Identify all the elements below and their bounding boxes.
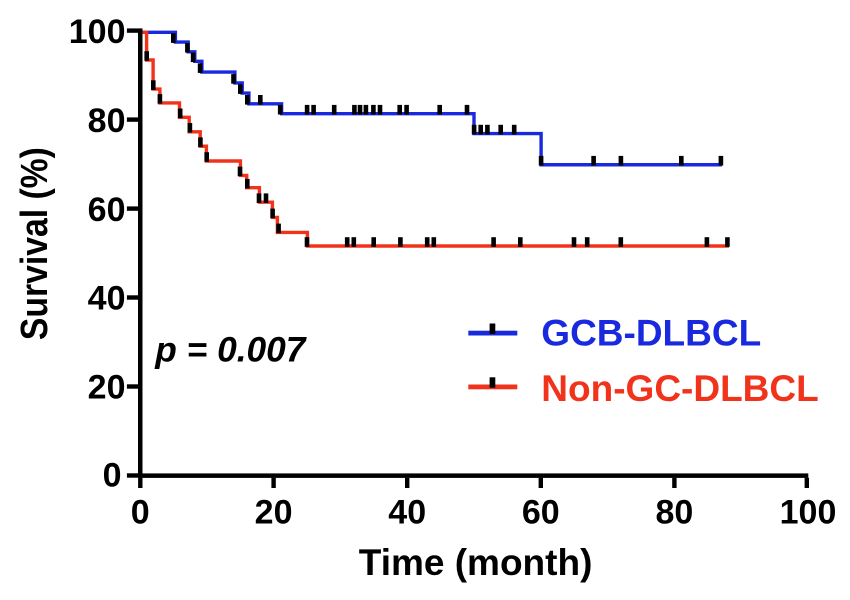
svg-text:0: 0 xyxy=(103,456,122,494)
svg-text:Survival (%): Survival (%) xyxy=(14,147,56,340)
svg-text:20: 20 xyxy=(88,369,126,407)
svg-text:p = 0.007: p = 0.007 xyxy=(154,330,307,369)
svg-text:0: 0 xyxy=(131,493,150,531)
svg-text:GCB-DLBCL: GCB-DLBCL xyxy=(541,313,761,354)
svg-text:Time (month): Time (month) xyxy=(359,542,593,583)
svg-text:60: 60 xyxy=(88,191,126,229)
svg-text:40: 40 xyxy=(88,280,126,318)
svg-text:80: 80 xyxy=(88,102,126,140)
svg-text:40: 40 xyxy=(388,493,426,531)
svg-text:100: 100 xyxy=(780,493,837,531)
svg-text:60: 60 xyxy=(522,493,560,531)
svg-text:20: 20 xyxy=(255,493,293,531)
svg-text:100: 100 xyxy=(69,13,126,51)
svg-text:Non-GC-DLBCL: Non-GC-DLBCL xyxy=(541,368,818,409)
svg-text:80: 80 xyxy=(655,493,693,531)
